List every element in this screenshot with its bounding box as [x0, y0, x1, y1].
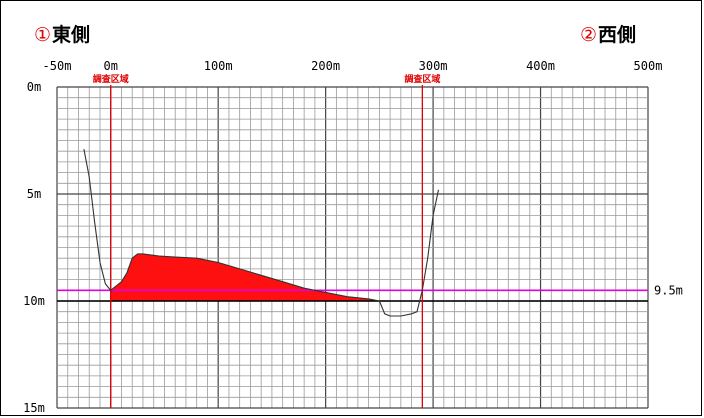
east-label: 東側	[52, 24, 91, 46]
y-tick-label: 15m	[23, 401, 45, 415]
grid	[56, 86, 649, 409]
x-tick-label: 500m	[634, 59, 663, 73]
x-tick-label: 300m	[419, 59, 448, 73]
west-side-header: ②西側	[580, 20, 636, 47]
y-tick-label: 10m	[23, 294, 45, 308]
east-side-header: ①東側	[34, 20, 90, 47]
water-level-label: 9.5m	[654, 283, 683, 297]
survey-boundary-label: 調査区域	[404, 73, 440, 85]
west-number: ②	[580, 24, 598, 46]
lines-layer: 9.5m 調査区域 調査区域	[57, 73, 683, 408]
survey-boundary-label: 調査区域	[93, 73, 129, 85]
east-number: ①	[34, 24, 52, 46]
y-tick-label: 5m	[27, 187, 41, 201]
x-tick-label: -50m	[43, 59, 72, 73]
west-label: 西側	[598, 24, 637, 46]
y-tick-label: 0m	[27, 80, 41, 94]
x-tick-label: 200m	[311, 59, 340, 73]
x-tick-label: 400m	[526, 59, 555, 73]
x-tick-label: 0m	[104, 59, 118, 73]
x-tick-label: 100m	[204, 59, 233, 73]
riverbed-profile-line	[83, 148, 440, 317]
